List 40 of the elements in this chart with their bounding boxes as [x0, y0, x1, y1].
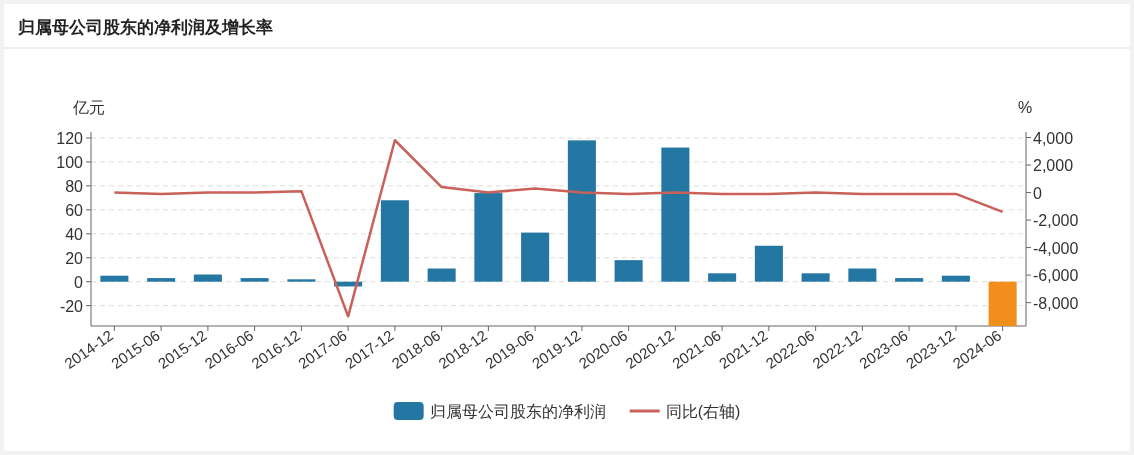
bar: [193, 274, 222, 282]
bar: [988, 281, 1017, 326]
bar: [848, 268, 877, 282]
bar: [427, 268, 456, 282]
y2-tick-label: -4,000: [1033, 239, 1079, 257]
bar: [708, 273, 737, 282]
bar: [474, 193, 503, 282]
y-tick-label: 100: [56, 153, 84, 171]
y-tick-label: 60: [65, 201, 84, 219]
y-tick-label: 40: [65, 225, 84, 243]
bar: [100, 275, 129, 282]
bar: [895, 278, 924, 282]
bar: [240, 278, 269, 282]
bar: [801, 273, 830, 282]
legend-label: 同比(右轴): [665, 403, 741, 420]
y-tick-label: 0: [74, 273, 84, 291]
y-tick-label: 20: [65, 249, 84, 267]
y2-tick-label: 2,000: [1033, 157, 1074, 175]
bar: [661, 147, 690, 282]
bar: [614, 260, 643, 282]
y-tick-label: 120: [56, 129, 84, 147]
y2-tick-label: -2,000: [1033, 212, 1079, 230]
line-series: [113, 139, 1004, 318]
y-axis-title: 亿元: [72, 99, 105, 116]
y2-tick-label: -8,000: [1033, 294, 1079, 312]
bar: [147, 278, 176, 282]
bar: [941, 275, 970, 282]
y2-tick-label: 4,000: [1033, 129, 1074, 147]
bar: [380, 200, 409, 282]
bar: [567, 140, 596, 282]
legend-label: 归属母公司股东的净利润: [429, 403, 606, 420]
y-tick-label: -20: [59, 297, 84, 315]
y2-tick-label: 0: [1033, 184, 1042, 202]
bar: [521, 232, 550, 282]
bar: [754, 245, 783, 282]
chart-title: 归属母公司股东的净利润及增长率: [17, 18, 273, 37]
y2-tick-label: -6,000: [1033, 267, 1079, 285]
bar: [287, 279, 316, 282]
y-tick-label: 80: [65, 177, 84, 195]
y2-axis-title: %: [1018, 99, 1033, 116]
